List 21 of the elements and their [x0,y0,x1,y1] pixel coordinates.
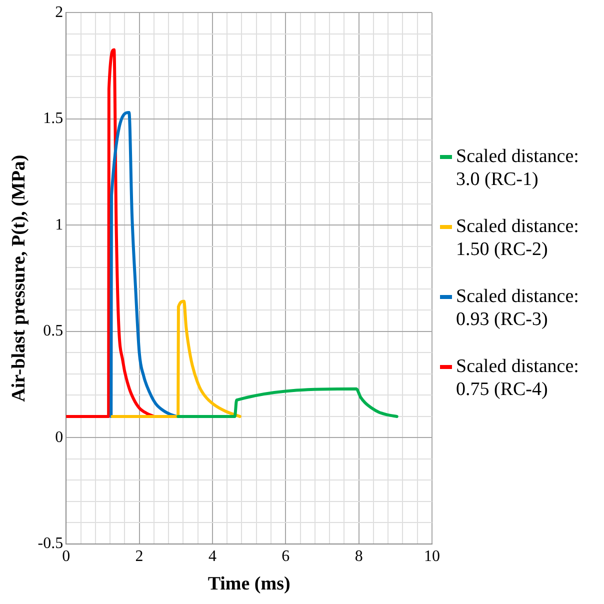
y-tick-label: 0.5 [43,322,64,340]
line-series [110,300,242,418]
x-tick-label: 6 [282,548,290,565]
legend-label: Scaled distance: 3.0 (RC-1) [456,145,580,191]
y-axis-title: Air-blast pressure, P(t), (MPa) [8,154,30,402]
line-series [176,387,398,418]
x-tick-label: 4 [208,548,216,565]
y-tick-label: 2 [55,4,64,21]
y-tick-label: 1 [55,216,64,234]
x-tick-label: 8 [354,548,363,565]
x-tick-label: 2 [135,548,144,565]
y-tick-label: -0.5 [38,535,64,552]
y-tick-label: 0 [55,428,64,446]
x-tick-label: 10 [424,548,440,565]
x-axis-title: Time (ms) [208,574,290,595]
line-series [110,111,178,418]
legend-label: Scaled distance: 0.75 (RC-4) [456,355,580,401]
legend-label: Scaled distance: 0.93 (RC-3) [456,285,580,331]
y-tick-label: 1.5 [43,110,64,128]
legend-label: Scaled distance: 1.50 (RC-2) [456,215,580,261]
line-series [66,48,156,418]
